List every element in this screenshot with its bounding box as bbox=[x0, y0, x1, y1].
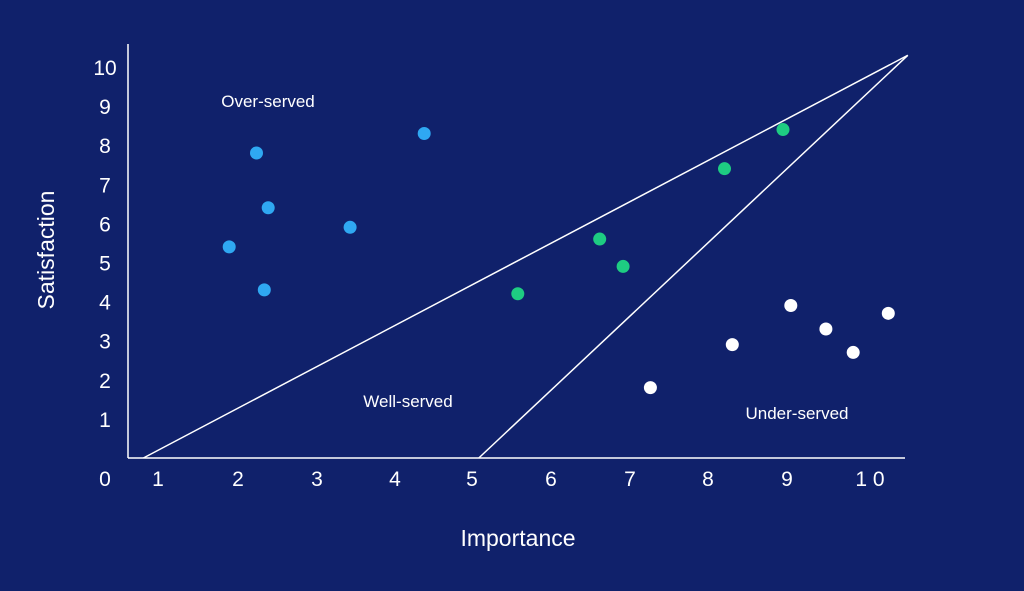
x-tick-label: 4 bbox=[389, 468, 401, 491]
data-point bbox=[222, 240, 236, 254]
y-tick-label: 8 bbox=[99, 135, 111, 158]
data-point bbox=[846, 345, 860, 359]
region-boundary-line bbox=[143, 54, 909, 459]
x-tick-label: 7 bbox=[624, 468, 636, 491]
data-point bbox=[643, 381, 657, 395]
data-point bbox=[511, 287, 525, 301]
x-tick-label: 1 0 bbox=[855, 468, 884, 491]
data-point bbox=[881, 306, 895, 320]
data-point bbox=[593, 232, 607, 246]
region-label-over-served: Over-served bbox=[221, 92, 315, 111]
region-boundary-line bbox=[478, 54, 909, 459]
region-labels: Over-served Well-served Under-served bbox=[221, 92, 848, 423]
y-tick-label: 10 bbox=[93, 57, 116, 80]
data-point bbox=[343, 220, 357, 234]
data-point bbox=[725, 338, 739, 352]
y-tick-label: 1 bbox=[99, 409, 111, 432]
y-axis-title: Satisfaction bbox=[33, 191, 59, 310]
data-point bbox=[257, 283, 271, 297]
x-tick-label: 5 bbox=[466, 468, 478, 491]
y-tick-label: 6 bbox=[99, 213, 111, 236]
data-point bbox=[819, 322, 833, 336]
data-point bbox=[417, 126, 431, 140]
x-tick-label: 6 bbox=[545, 468, 557, 491]
y-tick-label: 3 bbox=[99, 331, 111, 354]
x-tick-label: 8 bbox=[702, 468, 714, 491]
x-tick-label: 0 bbox=[99, 468, 111, 491]
y-tick-label: 9 bbox=[99, 96, 111, 119]
x-axis-title: Importance bbox=[460, 525, 575, 551]
region-boundaries bbox=[143, 54, 909, 459]
data-point bbox=[261, 201, 275, 215]
y-tick-label: 4 bbox=[99, 292, 111, 315]
x-tick-label: 1 bbox=[152, 468, 164, 491]
y-tick-label: 2 bbox=[99, 370, 111, 393]
data-point bbox=[776, 123, 790, 137]
data-point bbox=[616, 259, 630, 273]
y-tick-label: 7 bbox=[99, 174, 111, 197]
data-point bbox=[718, 162, 731, 176]
x-tick-label: 9 bbox=[781, 468, 793, 491]
region-label-under-served: Under-served bbox=[746, 404, 849, 423]
data-point bbox=[784, 299, 798, 313]
region-label-well-served: Well-served bbox=[363, 392, 452, 411]
x-tick-label: 2 bbox=[232, 468, 244, 491]
data-points bbox=[222, 123, 895, 395]
y-tick-label: 5 bbox=[99, 253, 111, 276]
data-point bbox=[250, 146, 263, 160]
x-tick-label: 3 bbox=[311, 468, 323, 491]
